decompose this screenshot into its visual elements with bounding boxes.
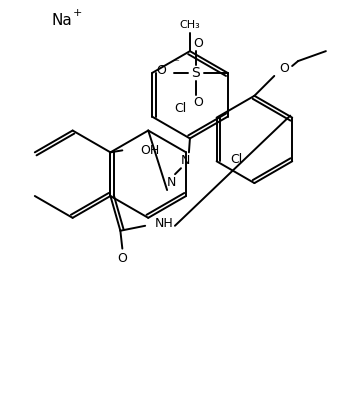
Text: S: S [192,66,201,80]
Text: +: + [73,8,82,19]
Text: O: O [156,65,166,78]
Text: Cl: Cl [230,153,243,166]
Text: Na: Na [51,13,72,28]
Text: Cl: Cl [174,102,186,115]
Text: O: O [279,63,289,76]
Text: OH: OH [140,144,159,157]
Text: O: O [117,252,127,265]
Text: O: O [193,37,203,50]
Text: ⁻: ⁻ [173,58,179,68]
Text: O: O [193,96,203,109]
Text: NH: NH [155,217,174,230]
Text: CH₃: CH₃ [180,20,200,30]
Text: N: N [180,154,190,167]
Text: N: N [166,176,176,189]
